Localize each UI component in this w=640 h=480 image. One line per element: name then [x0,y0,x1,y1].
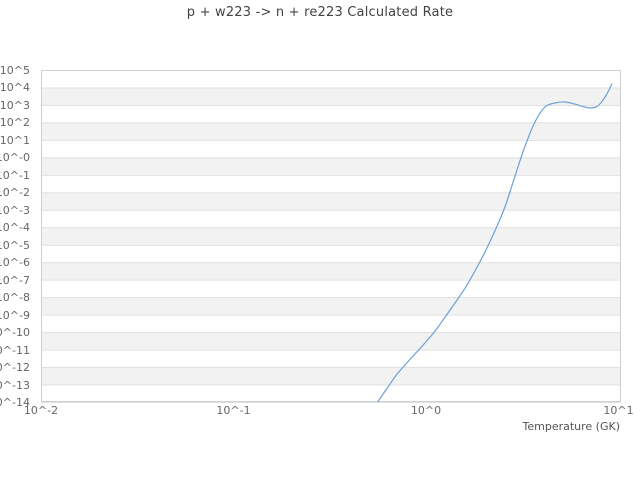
y-tick-label: 10^-9 [0,308,30,322]
y-tick-label: 10^-8 [0,291,30,305]
y-tick-label: 10^-12 [0,361,30,375]
plot-band [41,122,621,140]
x-tick-label: 10^1 [603,404,634,417]
y-tick-label: 10^2 [0,116,30,130]
y-tick-label: 10^3 [0,98,30,112]
plot-band [41,87,621,105]
y-tick-label: 10^-5 [0,238,30,252]
plot-band [41,262,621,280]
y-tick-label: 10^-14 [0,396,30,409]
y-tick-label: 10^-6 [0,256,30,270]
plot-band [41,227,621,245]
y-tick-label: 10^-11 [0,343,30,357]
x-tick-label: 10^-1 [216,404,251,417]
plot-band [41,297,621,315]
y-tick-label: 10^-2 [0,186,30,200]
y-tick-label: 10^5 [0,64,30,77]
x-tick-label: 10^0 [410,404,442,417]
plot-border [41,70,621,402]
x-axis-title: Temperature (GK) [522,420,621,433]
y-tick-label: 10^-13 [0,378,30,392]
y-tick-label: 10^-3 [0,203,30,217]
y-tick-label: 10^-4 [0,221,30,235]
plot-band [41,157,621,175]
y-tick-label: 10^-10 [0,326,30,340]
plot-band [41,192,621,210]
y-tick-label: 10^-7 [0,273,30,287]
y-tick-label: 10^4 [0,81,30,95]
chart-title: p + w223 -> n + re223 Calculated Rate [186,5,454,20]
rate-series-line [377,83,613,403]
y-tick-label: 10^1 [0,133,30,147]
plot-band [41,332,621,350]
plot-band [41,367,621,385]
x-tick-label: 10^-2 [23,404,59,417]
y-tick-label: 10^-0 [0,151,30,165]
y-tick-label: 10^-1 [0,168,30,182]
